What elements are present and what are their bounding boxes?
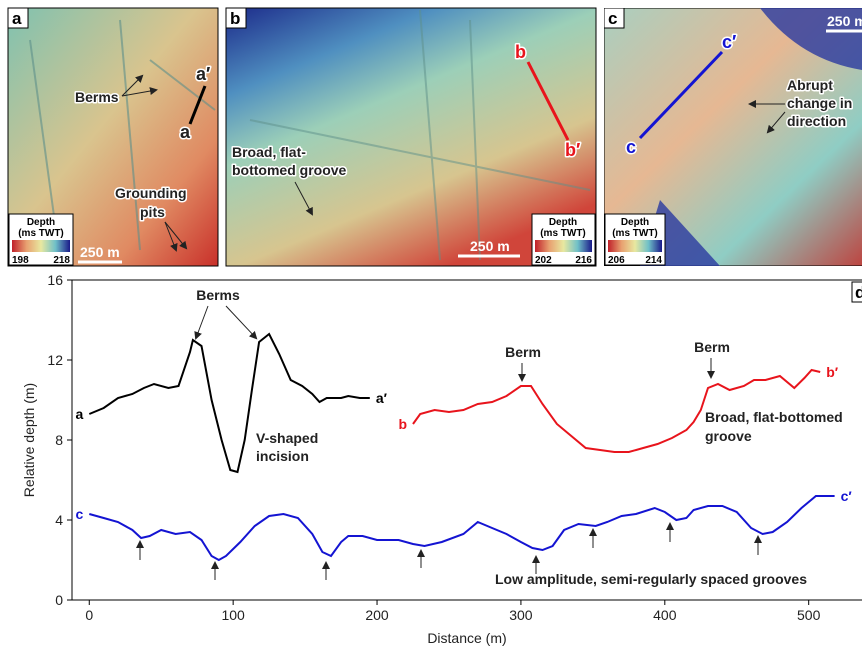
scale-label: 250 m (827, 13, 862, 29)
colorbar-max: 218 (53, 255, 70, 266)
colorbar-title: Depth (621, 217, 649, 228)
panel-letter: a (12, 9, 22, 28)
colorbar-title: Depth (549, 217, 577, 228)
annotation: V-shaped (256, 430, 318, 446)
annotation: Broad, flat-bottomed (705, 409, 843, 425)
annotation: Abrupt (787, 77, 833, 93)
profile-end-label: c′ (841, 488, 853, 504)
x-tick-label: 500 (797, 607, 821, 623)
profile-chart: d Distance (m) Relative depth (m) Berms … (21, 272, 862, 646)
y-tick-label: 8 (55, 432, 63, 448)
x-tick-label: 0 (85, 607, 93, 623)
panel-b: b b b′ Broad, flat- bottomed groove Dept… (226, 8, 596, 266)
colorbar-max: 216 (575, 255, 592, 266)
panel-letter: d (855, 283, 862, 302)
x-tick-label: 200 (365, 607, 389, 623)
colorbar-title: (ms TWT) (612, 228, 658, 239)
profile-start: a (180, 122, 191, 142)
annotation: change in (787, 95, 852, 111)
colorbar (12, 240, 70, 252)
profile-line (89, 334, 370, 472)
panel-letter: b (230, 9, 240, 28)
profile-start: c (626, 137, 636, 157)
scale-label: 250 m (470, 238, 510, 254)
profile-end: a′ (196, 64, 210, 84)
profile-end-label: a′ (376, 390, 388, 406)
annotation: pits (140, 204, 165, 220)
colorbar-min: 198 (12, 255, 29, 266)
panel-letter: c (608, 9, 617, 28)
x-tick-label: 100 (221, 607, 245, 623)
y-tick-label: 16 (47, 272, 63, 288)
annotation: Berm (694, 339, 730, 355)
colorbar-max: 214 (645, 255, 662, 266)
y-tick-label: 4 (55, 512, 63, 528)
annotation: Broad, flat- (232, 144, 306, 160)
colorbar (608, 240, 662, 252)
profile-start-label: c (75, 506, 83, 522)
colorbar-title: (ms TWT) (540, 228, 586, 239)
profile-line (89, 496, 834, 560)
annotation: Berms (196, 287, 240, 303)
profile-start-label: a (75, 406, 83, 422)
x-tick-label: 400 (653, 607, 677, 623)
scale-label: 250 m (80, 244, 120, 260)
arrow (226, 306, 256, 338)
colorbar (535, 240, 592, 252)
annotation: Berm (505, 344, 541, 360)
figure: a a′ a Berms Grounding pits Depth (ms TW… (0, 0, 862, 651)
annotation: Berms (75, 89, 119, 105)
annotation: direction (787, 113, 846, 129)
annotation: groove (705, 428, 752, 444)
colorbar-title: (ms TWT) (18, 228, 64, 239)
annotation: Grounding (115, 185, 187, 201)
annotation: incision (256, 448, 309, 464)
x-axis-label: Distance (m) (427, 630, 506, 646)
profile-start: b (515, 42, 526, 62)
panel-c: c c′ c Abrupt change in direction Depth … (604, 8, 862, 266)
annotation: bottomed groove (232, 162, 347, 178)
arrow (196, 306, 208, 338)
panel-a: a a′ a Berms Grounding pits Depth (ms TW… (8, 8, 218, 266)
colorbar-title: Depth (27, 217, 55, 228)
annotation: Low amplitude, semi-regularly spaced gro… (495, 571, 807, 587)
colorbar-min: 202 (535, 255, 552, 266)
colorbar-min: 206 (608, 255, 625, 266)
profile-end: c′ (722, 32, 736, 52)
y-tick-label: 0 (55, 592, 63, 608)
y-axis-label: Relative depth (m) (21, 383, 37, 497)
profile-end-label: b′ (826, 364, 839, 380)
profile-end: b′ (565, 140, 580, 160)
x-tick-label: 300 (509, 607, 533, 623)
profile-start-label: b (398, 416, 407, 432)
y-tick-label: 12 (47, 352, 63, 368)
